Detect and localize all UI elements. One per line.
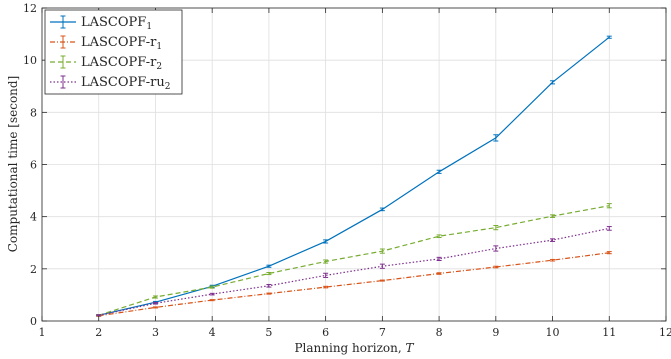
data-point	[266, 292, 272, 295]
legend-label-text: LASCOPF-r	[81, 55, 157, 70]
series-line	[98, 252, 610, 317]
data-point	[152, 306, 158, 309]
data-point	[436, 169, 442, 174]
x-tick-label: 9	[492, 326, 499, 339]
data-point	[436, 256, 442, 261]
data-point	[323, 285, 329, 289]
data-point	[323, 239, 329, 244]
data-point	[209, 292, 215, 296]
data-point	[606, 203, 612, 209]
data-point	[606, 251, 612, 255]
legend-label-text: LASCOPF-r	[81, 35, 157, 50]
data-point	[323, 259, 329, 264]
y-tick-label: 10	[23, 54, 37, 67]
x-tick-label: 11	[602, 326, 616, 339]
data-point	[379, 279, 385, 282]
x-tick-label: 7	[379, 326, 386, 339]
data-point	[323, 272, 329, 278]
legend-box	[44, 9, 183, 95]
legend-label-subscript: 1	[156, 42, 162, 52]
x-tick-label: 6	[322, 326, 329, 339]
x-tick-label: 4	[209, 326, 216, 339]
legend-label: LASCOPF1	[81, 15, 152, 32]
legend-entry: LASCOPF1	[50, 15, 152, 32]
data-point	[379, 248, 385, 254]
series-layer	[96, 35, 612, 317]
data-point	[550, 214, 556, 218]
data-point	[152, 301, 158, 305]
y-tick-label: 12	[23, 2, 37, 15]
y-tick-label: 6	[30, 159, 37, 172]
data-point	[266, 271, 272, 276]
y-tick-label: 0	[30, 315, 37, 328]
series-4	[96, 226, 612, 317]
y-axis-label: Computational time [second]	[6, 76, 20, 253]
data-point	[493, 134, 499, 142]
data-point	[379, 207, 385, 212]
data-point	[209, 299, 215, 302]
legend-label-subscript: 1	[146, 22, 152, 32]
series-3	[96, 203, 612, 317]
x-tick-label: 12	[659, 326, 671, 339]
y-tick-label: 8	[30, 106, 37, 119]
legend-label-text: LASCOPF	[81, 15, 146, 30]
legend-entry: LASCOPF-r2	[50, 55, 162, 72]
legend-label: LASCOPF-r2	[81, 55, 162, 72]
y-tick-label: 4	[30, 211, 37, 224]
data-point	[436, 234, 442, 239]
x-tick-label: 5	[265, 326, 272, 339]
data-point	[152, 295, 158, 299]
data-point	[209, 285, 215, 289]
data-point	[493, 265, 499, 269]
x-axis-label: Planning horizon, T	[294, 341, 414, 355]
y-tick-label: 2	[30, 263, 37, 276]
data-point	[379, 263, 385, 269]
series-line	[98, 227, 610, 316]
data-point	[96, 314, 102, 317]
legend-label: LASCOPF-ru2	[81, 75, 170, 92]
data-point	[550, 258, 556, 262]
legend-entry: LASCOPF-ru2	[50, 75, 170, 92]
x-tick-label: 8	[436, 326, 443, 339]
x-tick-label: 1	[39, 326, 46, 339]
data-point	[266, 264, 272, 268]
data-point	[493, 245, 499, 252]
data-point	[493, 225, 499, 231]
series-line	[98, 36, 610, 316]
data-point	[436, 272, 442, 275]
data-point	[266, 283, 272, 288]
legend-entry: LASCOPF-r1	[50, 35, 162, 52]
x-tick-label: 10	[546, 326, 560, 339]
x-tick-label: 3	[152, 326, 159, 339]
legend-label-subscript: 2	[156, 62, 162, 72]
data-point	[550, 238, 556, 242]
series-line	[98, 205, 610, 316]
data-point	[606, 35, 612, 39]
data-point	[550, 80, 556, 85]
legend-label-subscript: 2	[165, 82, 171, 92]
legend-label: LASCOPF-r1	[81, 35, 162, 52]
legend-label-text: LASCOPF-ru	[81, 75, 165, 90]
x-tick-label: 2	[95, 326, 102, 339]
data-point	[606, 226, 612, 231]
